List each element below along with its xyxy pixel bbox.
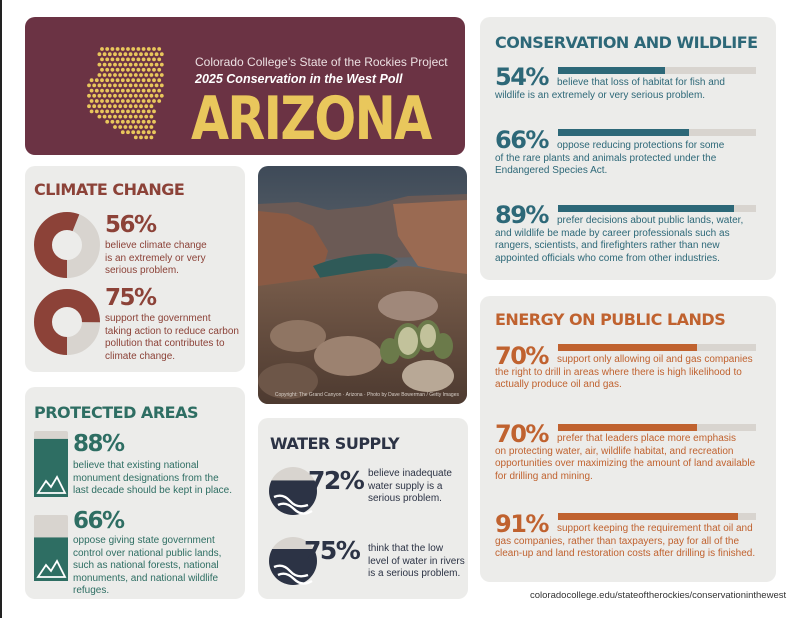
climate-change-panel: CLIMATE CHANGE 56% believe climate chang… — [25, 166, 245, 372]
river-icon — [269, 537, 317, 585]
conservation-bar-1 — [558, 67, 756, 74]
water-text-2: think that the low level of water in rive… — [368, 543, 465, 579]
water-pct-2: 75% — [304, 536, 361, 565]
protected-text-1: believe that existing national monument d… — [73, 460, 232, 496]
energy-text-2: prefer that leaders place more emphasis o… — [495, 433, 756, 482]
protected-pct-1: 88% — [73, 431, 125, 457]
climate-heading: CLIMATE CHANGE — [34, 180, 185, 199]
climate-pct-2: 75% — [105, 285, 157, 311]
conservation-text-1: believe that loss of habitat for fish an… — [495, 77, 725, 101]
conservation-pct-2: 66% — [495, 126, 549, 154]
energy-text-3: support keeping the requirement that oil… — [495, 523, 756, 559]
conservation-bar-3 — [558, 205, 756, 212]
river-icon — [269, 467, 317, 515]
organization-name: Colorado College’s State of the Rockies … — [195, 55, 448, 69]
title-banner: Colorado College’s State of the Rockies … — [25, 17, 465, 155]
energy-heading: ENERGY ON PUBLIC LANDS — [495, 310, 726, 329]
climate-text-1: believe climate change is an extremely or… — [105, 240, 207, 276]
conservation-pct-3: 89% — [495, 201, 549, 229]
poll-name: 2025 Conservation in the West Poll — [195, 72, 403, 86]
page-edge — [0, 0, 2, 618]
protected-heading: PROTECTED AREAS — [34, 403, 198, 422]
climate-donut-1 — [34, 212, 100, 278]
conservation-text-2: oppose reducing protections for some of t… — [495, 140, 725, 176]
energy-bar-2 — [558, 424, 756, 431]
photo-credit: Copyright: The Grand Canyon · Arizona · … — [274, 392, 459, 398]
energy-pct-1: 70% — [495, 342, 549, 370]
mountain-icon — [34, 431, 68, 497]
energy-public-lands-panel: ENERGY ON PUBLIC LANDS 70% support only … — [480, 296, 776, 582]
climate-text-2: support the government taking action to r… — [105, 313, 239, 362]
conservation-text-3: prefer decisions about public lands, wat… — [495, 215, 744, 264]
grand-canyon-photo: Copyright: The Grand Canyon · Arizona · … — [258, 166, 467, 404]
climate-donut-2 — [34, 289, 100, 355]
energy-pct-2: 70% — [495, 420, 549, 448]
conservation-heading: CONSERVATION AND WILDLIFE — [495, 33, 758, 52]
protected-text-2: oppose giving state government control ov… — [73, 535, 222, 596]
conservation-pct-1: 54% — [495, 63, 549, 91]
climate-pct-1: 56% — [105, 212, 157, 238]
conservation-bar-2 — [558, 129, 756, 136]
protected-areas-panel: PROTECTED AREAS 88% believe that existin… — [25, 387, 245, 599]
energy-bar-1 — [558, 344, 756, 351]
water-heading: WATER SUPPLY — [270, 434, 400, 453]
water-pct-1: 72% — [308, 466, 365, 495]
energy-text-1: support only allowing oil and gas compan… — [495, 354, 753, 390]
footer-url: coloradocollege.edu/stateoftherockies/co… — [530, 590, 787, 601]
state-title: ARIZONA — [191, 84, 432, 154]
protected-pct-2: 66% — [73, 508, 125, 534]
arizona-state-dots — [87, 47, 164, 140]
water-text-1: believe inadequate water supply is a serio… — [368, 468, 452, 504]
conservation-wildlife-panel: CONSERVATION AND WILDLIFE 54% believe th… — [480, 17, 776, 280]
mountain-icon — [34, 515, 68, 581]
water-supply-panel: WATER SUPPLY 72% believe inadequate water… — [258, 418, 468, 599]
energy-pct-3: 91% — [495, 510, 549, 538]
energy-bar-3 — [558, 513, 756, 520]
